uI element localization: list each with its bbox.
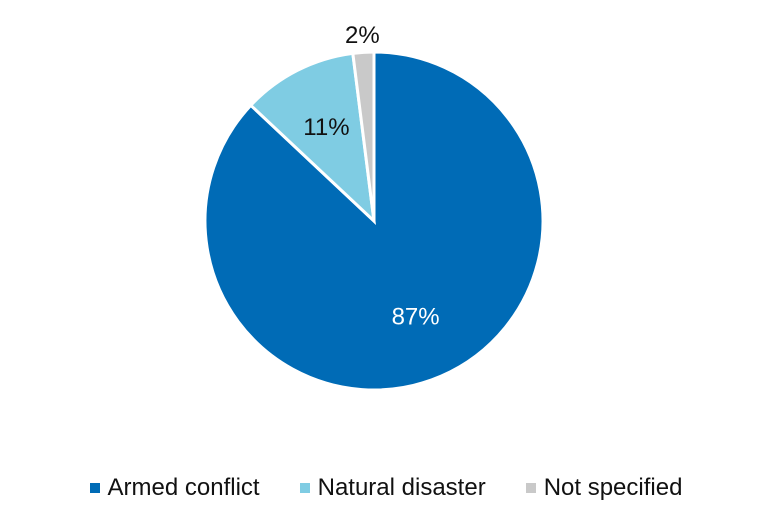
slice-label-not-specified: 2% (345, 22, 380, 49)
slice-label-armed-conflict: 87% (392, 304, 440, 331)
legend-label-armed-conflict: Armed conflict (107, 474, 260, 501)
pie-slice-not-specified (351, 50, 376, 222)
pie-slice-armed-conflict (203, 50, 545, 392)
legend-swatch-armed-conflict (89, 483, 100, 493)
legend-item-natural-disaster: Natural disaster (299, 474, 486, 502)
slice-label-natural-disaster: 11% (303, 114, 349, 141)
legend-swatch-natural-disaster (299, 483, 310, 493)
legend: Armed conflict Natural disaster Not spec… (0, 474, 772, 502)
pie-slice-natural-disaster (248, 51, 377, 225)
legend-item-not-specified: Not specified (525, 474, 683, 502)
legend-swatch-not-specified (525, 483, 536, 493)
legend-label-not-specified: Not specified (543, 474, 683, 501)
legend-label-natural-disaster: Natural disaster (317, 474, 486, 501)
legend-item-armed-conflict: Armed conflict (89, 474, 260, 502)
